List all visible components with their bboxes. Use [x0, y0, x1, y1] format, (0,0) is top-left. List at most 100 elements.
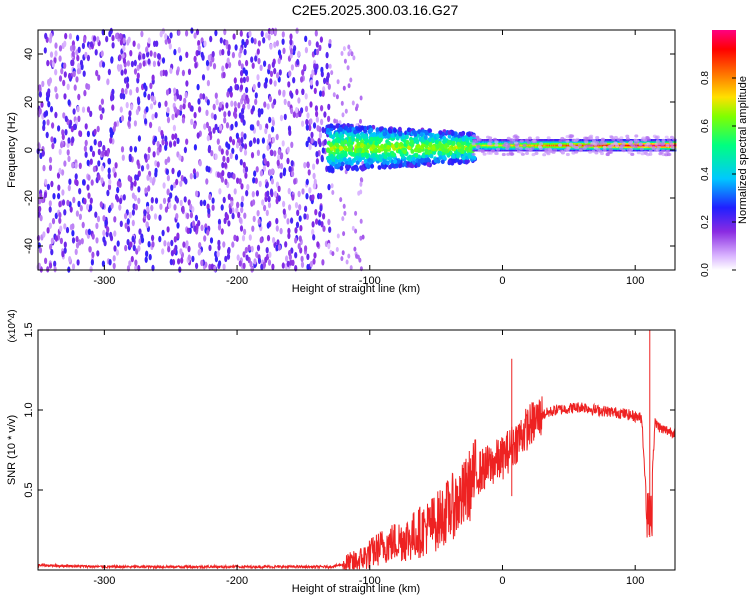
spectrogram-cell	[359, 118, 362, 124]
spectrogram-cell	[303, 63, 307, 71]
spectrogram-cell	[151, 234, 155, 242]
spectrogram-cell	[173, 236, 177, 243]
spectrogram-cell	[116, 240, 120, 247]
spectrogram-cell	[200, 259, 204, 267]
spectrogram-cell	[97, 160, 101, 167]
spectrogram-cell	[338, 127, 343, 132]
colorbar-ticks: 0.0 0.2 0.4 0.6 0.8	[700, 71, 736, 277]
spectrogram-cell	[509, 152, 514, 156]
spectrogram-cell	[252, 215, 256, 223]
spectrogram-cell	[93, 128, 97, 136]
spectrogram-cell	[353, 246, 357, 252]
spectrogram-cell	[47, 101, 51, 108]
spectrogram-cell	[467, 132, 472, 138]
spectrogram-cell	[97, 74, 101, 81]
spectrogram-cell	[347, 83, 351, 89]
spectrogram-cell	[126, 82, 130, 89]
spectrogram-cell	[46, 183, 51, 191]
spectrogram-cell	[123, 68, 127, 75]
spectrogram-cell	[150, 95, 154, 102]
spectrogram-cell	[219, 37, 223, 44]
spectrogram-cell	[262, 165, 266, 172]
spectrogram-cell	[38, 84, 42, 91]
spectrogram-cell	[265, 247, 269, 254]
spectrogram-cell	[305, 124, 309, 131]
spectrogram-cell	[587, 147, 590, 150]
spectrogram-cell	[142, 53, 146, 60]
spectrogram-cell	[625, 134, 630, 138]
spectrogram-cell	[339, 197, 343, 203]
spectrogram-cell	[569, 145, 572, 149]
spectrogram-cell	[164, 144, 168, 151]
spectrogram-cell	[99, 113, 103, 121]
spectrogram-cell	[620, 144, 625, 148]
spectrogram-cell	[285, 255, 289, 262]
spectrogram-x-tick-label: -100	[359, 275, 381, 287]
spectrogram-cell	[201, 54, 205, 61]
spectrogram-cell	[267, 259, 272, 266]
spectrogram-cell	[295, 107, 299, 114]
spectrogram-cell	[164, 100, 168, 107]
spectrogram-cell	[664, 149, 667, 152]
spectrogram-cell	[205, 121, 209, 129]
colorbar-tick-label: 0.2	[700, 215, 711, 229]
spectrogram-cell	[145, 221, 149, 228]
spectrogram-cell	[223, 111, 227, 118]
spectrogram-cell	[319, 36, 323, 43]
spectrogram-cell	[230, 100, 234, 107]
spectrogram-cell	[494, 143, 499, 147]
spectrogram-cell	[346, 127, 351, 133]
spectrogram-cell	[146, 174, 150, 181]
spectrogram-cell	[151, 113, 155, 121]
spectrogram-cell	[294, 237, 298, 244]
spectrogram-cell	[387, 127, 392, 133]
spectrogram-cell	[146, 153, 150, 161]
spectrogram-cell	[294, 227, 298, 234]
spectrogram-cell	[310, 137, 314, 144]
spectrogram-cell	[315, 48, 320, 56]
spectrogram-cell	[393, 159, 398, 164]
spectrogram-cell	[298, 215, 302, 222]
spectrogram-cell	[272, 237, 276, 244]
spectrogram-cell	[167, 156, 171, 163]
spectrogram-cell	[62, 79, 66, 87]
spectrogram-cell	[207, 146, 211, 154]
spectrogram-cell	[214, 92, 218, 99]
spectrogram-cell	[605, 152, 610, 157]
spectrogram-cell	[164, 38, 168, 45]
spectrogram-cell	[333, 118, 337, 124]
spectrogram-cell	[273, 150, 277, 157]
spectrogram-cell	[243, 143, 248, 150]
spectrogram-cell	[112, 166, 116, 174]
spectrogram-cell	[432, 150, 437, 156]
spectrogram-cell	[175, 197, 179, 204]
spectrogram-cell	[552, 145, 555, 149]
spectrogram-cell	[71, 237, 76, 244]
spectrogram-cell	[66, 149, 70, 156]
spectrogram-cell	[143, 209, 147, 216]
spectrogram-cell	[58, 45, 63, 52]
spectrogram-cell	[257, 57, 261, 65]
spectrogram-cell	[276, 72, 280, 79]
spectrogram-cell	[266, 222, 270, 229]
spectrogram-cell	[80, 238, 84, 245]
spectrogram-cell	[339, 165, 344, 171]
spectrogram-cell	[322, 213, 326, 220]
spectrogram-cell	[190, 105, 194, 112]
spectrogram-cell	[93, 139, 97, 146]
spectrogram-cell	[404, 134, 409, 140]
spectrogram-cell	[89, 110, 93, 118]
spectrogram-cell	[50, 237, 55, 244]
spectrogram-cell	[340, 153, 345, 159]
spectrogram-cell	[321, 126, 325, 134]
spectrogram-cell	[428, 142, 433, 148]
spectrogram-cell	[229, 207, 233, 214]
spectrogram-cell	[143, 153, 148, 160]
spectrogram-cell	[627, 150, 632, 154]
spectrogram-cell	[315, 110, 319, 118]
spectrogram-cell	[127, 120, 131, 128]
spectrogram-cell	[166, 174, 170, 182]
spectrogram-cell	[331, 251, 335, 257]
spectrogram-cell	[282, 89, 286, 97]
spectrogram-cell	[277, 57, 281, 65]
